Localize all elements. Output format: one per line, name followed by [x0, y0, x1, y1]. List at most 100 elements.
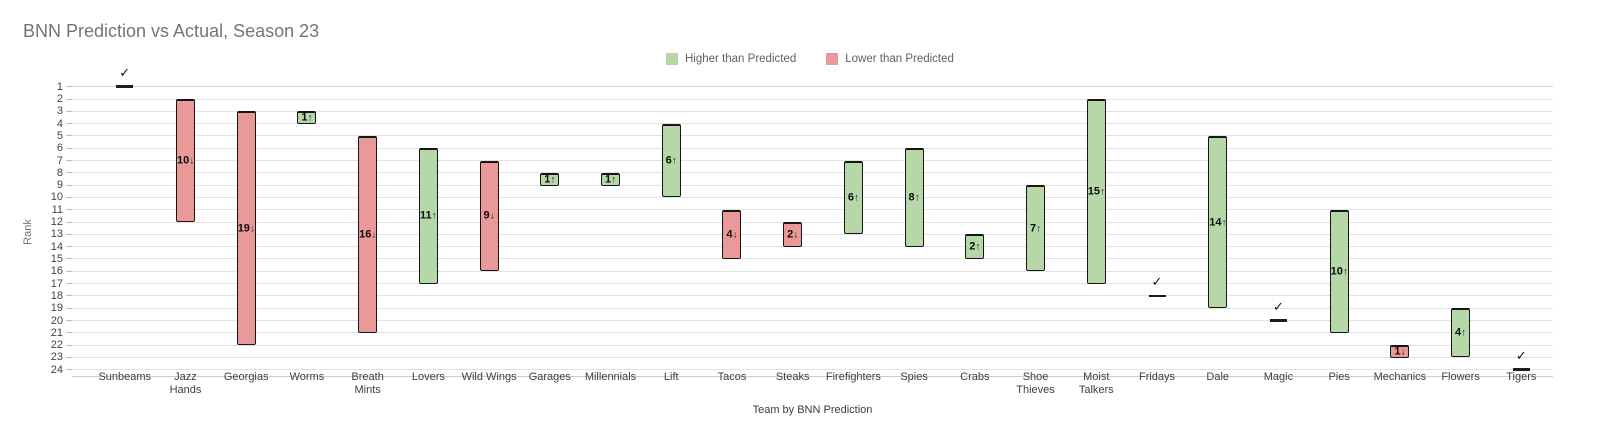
range-bar-lower[interactable]: 16↓	[358, 135, 378, 333]
gridline-rank-12	[72, 221, 1553, 223]
team-label-line: Fridays	[1138, 371, 1176, 383]
gridline-rank-1	[72, 86, 1553, 88]
x-tick-team-label: Garages	[517, 371, 583, 384]
gridline-rank-21	[72, 332, 1553, 334]
range-bar-lower[interactable]: 9↓	[479, 160, 499, 272]
range-bar-higher[interactable]: 11↑	[418, 148, 438, 284]
x-tick-team-label: Spies	[881, 371, 947, 384]
range-bar-higher[interactable]: 2↑	[965, 234, 985, 259]
check-mark: ✓	[1272, 298, 1284, 314]
y-tick-mark	[66, 283, 72, 285]
y-tick-label: 12	[50, 216, 63, 229]
exact-prediction-dash[interactable]	[1512, 368, 1530, 371]
x-tick-team-label: Worms	[274, 371, 340, 384]
rank-change-label: 8↑	[908, 191, 920, 204]
x-tick-team-label: Magic	[1245, 371, 1311, 384]
check-mark: ✓	[119, 64, 131, 80]
y-tick-label: 9	[56, 179, 63, 192]
y-tick-label: 7	[56, 154, 63, 167]
range-bar-lower[interactable]: 10↓	[175, 99, 195, 223]
gridline-rank-23	[72, 356, 1553, 358]
y-tick-mark	[66, 123, 72, 125]
y-tick-label: 19	[50, 302, 63, 315]
rank-change-label: 6↑	[665, 154, 677, 167]
range-bar-lower[interactable]: 2↓	[783, 222, 803, 247]
y-tick-mark	[66, 356, 72, 358]
gridline-rank-18	[72, 295, 1553, 297]
legend: Higher than Predicted Lower than Predicte…	[666, 53, 954, 65]
x-tick-team-label: Millennials	[578, 371, 644, 384]
team-label-line: Shoe	[1022, 371, 1049, 383]
range-bar-higher[interactable]: 8↑	[904, 148, 924, 247]
gridline-rank-11	[72, 209, 1553, 211]
team-label-line: Dale	[1206, 371, 1230, 383]
team-label-line: Hands	[169, 383, 202, 396]
exact-prediction-dash[interactable]	[1148, 294, 1166, 298]
range-bar-higher[interactable]: 1↑	[297, 111, 317, 125]
gridline-rank-16	[72, 270, 1553, 272]
range-bar-lower[interactable]: 19↓	[236, 111, 256, 346]
range-bar-lower[interactable]: 4↓	[722, 209, 742, 259]
x-tick-team-label: Fridays	[1124, 371, 1190, 384]
range-bar-higher[interactable]: 15↑	[1086, 99, 1106, 284]
x-tick-team-label: Lovers	[395, 371, 461, 384]
y-tick-mark	[66, 147, 72, 149]
y-tick-mark	[66, 270, 72, 272]
x-tick-team-label: Mechanics	[1367, 371, 1433, 384]
y-tick-mark	[66, 110, 72, 112]
range-bar-higher[interactable]: 7↑	[1026, 185, 1046, 272]
chart-title: BNN Prediction vs Actual, Season 23	[23, 21, 320, 41]
gridline-rank-19	[72, 307, 1553, 309]
rank-change-label: 9↓	[483, 209, 495, 222]
range-bar-higher[interactable]: 14↑	[1208, 135, 1228, 309]
range-bar-higher[interactable]: 6↑	[843, 160, 863, 235]
gridline-rank-4	[72, 123, 1553, 125]
range-bar-higher[interactable]: 1↑	[601, 172, 621, 186]
rank-change-label: 11↑	[420, 209, 437, 222]
y-tick-label: 11	[51, 203, 63, 216]
legend-swatch-higher-than-predicted	[666, 53, 678, 65]
range-bar-higher[interactable]: 1↑	[540, 172, 560, 186]
team-label-line: Lovers	[411, 371, 445, 383]
team-label-line: Firefighters	[825, 371, 881, 383]
rank-change-label: 4↑	[1455, 326, 1467, 339]
gridline-rank-5	[72, 135, 1553, 137]
y-tick-label: 1	[56, 80, 63, 93]
range-bar-lower[interactable]: 1↓	[1390, 345, 1410, 359]
team-label-line: Magic	[1263, 371, 1294, 383]
range-bar-higher[interactable]: 4↑	[1451, 308, 1471, 358]
y-tick-label: 2	[56, 93, 63, 105]
y-tick-label: 23	[50, 351, 63, 364]
y-tick-mark	[66, 221, 72, 223]
y-tick-mark	[66, 86, 72, 88]
gridline-rank-7	[72, 160, 1553, 162]
team-label-line: Flowers	[1441, 371, 1480, 383]
y-tick-mark	[66, 344, 72, 346]
check-mark: ✓	[1515, 347, 1527, 363]
x-tick-team-label: Jazz Hands	[152, 371, 218, 396]
y-tick-label: 22	[50, 339, 63, 352]
y-tick-mark	[66, 160, 72, 162]
team-label-line: Moist	[1083, 371, 1110, 383]
exact-prediction-dash[interactable]	[116, 85, 134, 88]
team-label-line: Sunbeams	[98, 371, 152, 383]
x-tick-team-label: Shoe Thieves	[1003, 371, 1069, 396]
rank-change-label: 2↑	[969, 240, 981, 253]
x-axis-title: Team by BNN Prediction	[752, 404, 873, 416]
gridline-rank-20	[72, 320, 1553, 322]
gridline-rank-15	[72, 258, 1553, 260]
range-bar-higher[interactable]: 10↑	[1329, 209, 1349, 333]
check-mark: ✓	[1151, 273, 1163, 289]
range-bar-higher[interactable]: 6↑	[661, 123, 681, 198]
x-tick-team-label: Crabs	[942, 371, 1008, 384]
rank-change-label: 10↑	[1330, 265, 1348, 278]
gridline-rank-6	[72, 147, 1553, 149]
x-tick-team-label: Georgias	[213, 371, 279, 384]
y-tick-label: 24	[50, 363, 63, 376]
x-tick-team-label: Breath Mints	[335, 371, 401, 396]
y-tick-mark	[66, 135, 72, 137]
team-label-line: Wild Wings	[461, 371, 517, 383]
exact-prediction-dash[interactable]	[1269, 319, 1287, 322]
y-tick-mark	[66, 184, 72, 186]
